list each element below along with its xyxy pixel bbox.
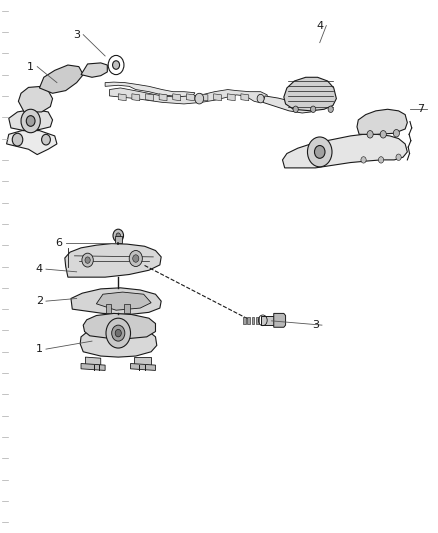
Text: 2: 2 [36, 296, 43, 306]
Polygon shape [247, 317, 250, 324]
Polygon shape [241, 94, 249, 101]
Polygon shape [7, 131, 57, 155]
Circle shape [311, 106, 316, 112]
Polygon shape [110, 88, 267, 104]
Circle shape [314, 146, 325, 158]
Text: 3: 3 [73, 30, 80, 39]
Polygon shape [252, 317, 254, 324]
Polygon shape [132, 94, 140, 101]
Circle shape [42, 134, 50, 145]
Polygon shape [284, 77, 336, 111]
Circle shape [367, 131, 373, 138]
Circle shape [115, 329, 121, 337]
Circle shape [328, 106, 333, 112]
Text: 4: 4 [36, 264, 43, 274]
Polygon shape [145, 94, 153, 101]
Text: 3: 3 [312, 320, 319, 330]
Polygon shape [187, 94, 194, 101]
Polygon shape [80, 326, 157, 357]
Polygon shape [81, 364, 105, 370]
Circle shape [85, 257, 90, 263]
Polygon shape [105, 82, 195, 97]
Polygon shape [9, 109, 53, 131]
Polygon shape [115, 236, 122, 243]
Circle shape [380, 131, 386, 138]
Polygon shape [173, 94, 180, 101]
Polygon shape [283, 134, 407, 168]
Polygon shape [263, 96, 315, 113]
Polygon shape [261, 316, 274, 325]
Polygon shape [96, 292, 151, 310]
Circle shape [393, 130, 399, 137]
Circle shape [26, 116, 35, 126]
Circle shape [116, 233, 120, 238]
Polygon shape [134, 357, 151, 365]
Polygon shape [106, 304, 111, 313]
Polygon shape [83, 313, 155, 340]
Circle shape [82, 253, 93, 267]
Polygon shape [71, 288, 161, 314]
Polygon shape [274, 313, 286, 327]
Circle shape [12, 133, 23, 146]
Circle shape [113, 61, 120, 69]
Polygon shape [81, 63, 107, 77]
Circle shape [257, 94, 264, 103]
Text: 1: 1 [36, 344, 43, 354]
Polygon shape [227, 94, 235, 101]
Polygon shape [18, 86, 53, 112]
Polygon shape [124, 304, 130, 313]
Text: 6: 6 [56, 238, 63, 247]
Circle shape [195, 93, 204, 104]
Polygon shape [214, 94, 222, 101]
Polygon shape [39, 65, 83, 93]
Polygon shape [65, 244, 161, 277]
Polygon shape [261, 317, 263, 324]
Text: 7: 7 [417, 104, 424, 114]
Circle shape [106, 318, 131, 348]
Polygon shape [85, 357, 101, 365]
Circle shape [113, 229, 124, 242]
Polygon shape [118, 94, 126, 101]
Circle shape [307, 137, 332, 167]
Polygon shape [357, 109, 407, 134]
Circle shape [21, 109, 40, 133]
Circle shape [361, 157, 366, 163]
Polygon shape [159, 94, 167, 101]
Circle shape [133, 255, 139, 262]
Polygon shape [243, 317, 246, 324]
Polygon shape [200, 94, 208, 101]
Polygon shape [256, 317, 259, 324]
Circle shape [396, 154, 401, 160]
Text: 4: 4 [316, 21, 323, 30]
Circle shape [112, 325, 125, 341]
Polygon shape [131, 364, 155, 370]
Circle shape [293, 106, 298, 112]
Text: 1: 1 [27, 62, 34, 71]
Circle shape [129, 251, 142, 266]
Circle shape [378, 157, 384, 163]
